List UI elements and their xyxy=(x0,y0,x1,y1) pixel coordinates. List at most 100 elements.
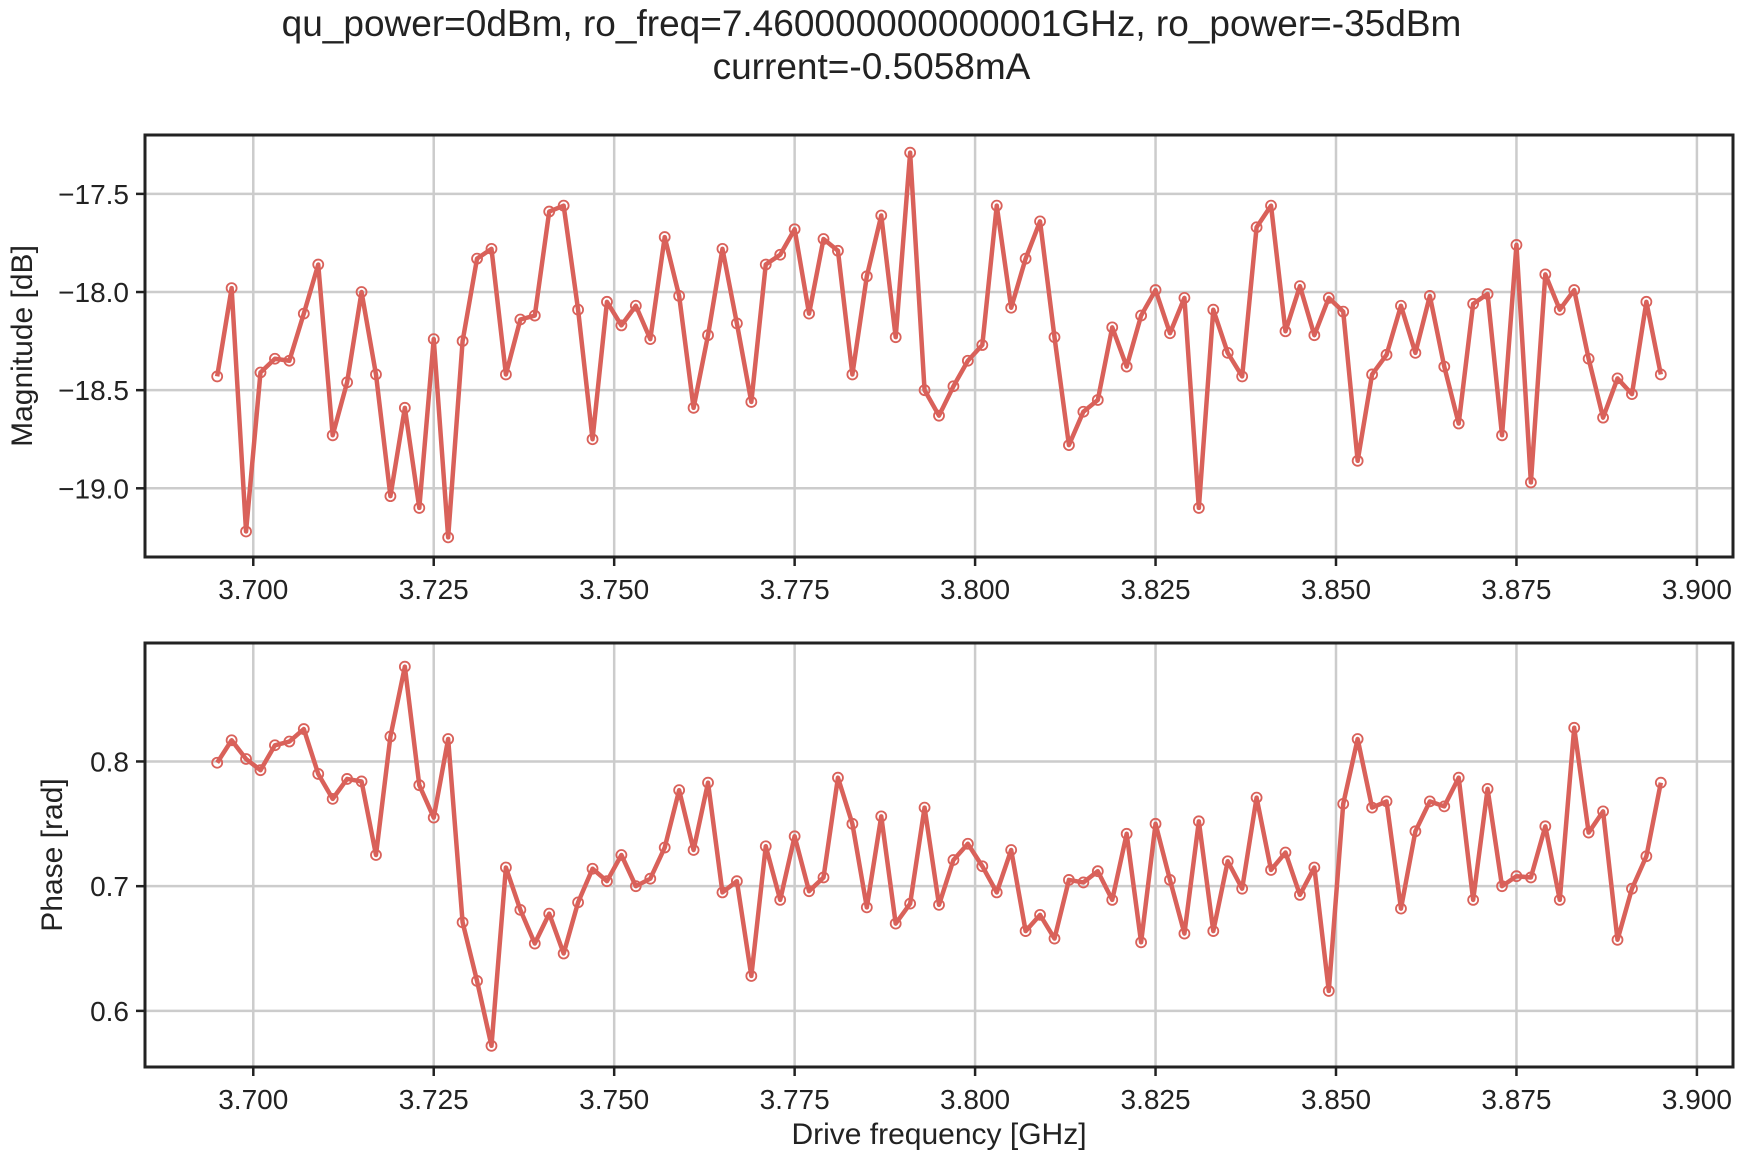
phase-data-point xyxy=(1308,861,1321,874)
magnitude-data-point xyxy=(413,502,426,514)
phase-data-point xyxy=(254,764,267,777)
magnitude-data-point xyxy=(1120,360,1133,373)
phase-data-point xyxy=(629,880,642,893)
magnitude-data-point xyxy=(673,290,686,302)
magnitude-data-point xyxy=(1654,368,1667,381)
magnitude-axes-frame xyxy=(143,133,1735,559)
phase-x-tick-label: 3.750 xyxy=(579,1084,649,1115)
phase-data-point xyxy=(456,916,469,929)
figure-title: qu_power=0dBm, ro_freq=7.460000000000001… xyxy=(0,2,1743,88)
magnitude-data-point xyxy=(1496,429,1508,442)
phase-data-point xyxy=(1063,874,1075,886)
phase-data-point xyxy=(1034,908,1046,921)
phase-data-point xyxy=(687,844,700,856)
magnitude-x-tick-label: 3.875 xyxy=(1481,574,1551,605)
magnitude-data-point xyxy=(1279,325,1292,338)
phase-data-point xyxy=(1236,882,1249,895)
phase-data-point xyxy=(615,849,628,861)
magnitude-x-tick-label: 3.775 xyxy=(760,574,830,605)
magnitude-data-point xyxy=(1106,321,1119,334)
magnitude-data-point xyxy=(759,258,772,271)
phase-data-point xyxy=(1423,795,1436,808)
magnitude-data-point xyxy=(1467,297,1480,310)
phase-x-tick-label: 3.900 xyxy=(1662,1084,1732,1115)
phase-data-point xyxy=(673,784,686,797)
magnitude-data-point xyxy=(1236,370,1249,383)
magnitude-data-point xyxy=(341,376,354,389)
phase-data-point xyxy=(1553,893,1566,906)
magnitude-data-point xyxy=(471,252,483,265)
phase-data-point xyxy=(572,896,584,909)
phase-x-axis-label: Drive frequency [GHz] xyxy=(791,1118,1086,1151)
magnitude-data-point xyxy=(225,282,238,294)
phase-data-point xyxy=(398,660,411,673)
magnitude-data-point xyxy=(1077,405,1090,418)
magnitude-data-point xyxy=(1337,305,1350,318)
phase-data-point xyxy=(1524,871,1537,884)
magnitude-data-point xyxy=(615,319,628,332)
magnitude-series-line xyxy=(214,150,1664,540)
magnitude-data-point xyxy=(1164,327,1176,340)
magnitude-data-point xyxy=(1308,329,1321,342)
magnitude-data-point xyxy=(370,368,382,381)
magnitude-data-point xyxy=(500,368,512,381)
magnitude-data-point xyxy=(1524,476,1537,489)
phase-data-point xyxy=(240,753,252,765)
magnitude-data-point xyxy=(1553,303,1566,316)
phase-data-point xyxy=(644,872,657,885)
magnitude-data-point xyxy=(601,295,613,308)
magnitude-x-tick-label: 3.900 xyxy=(1662,574,1732,605)
phase-data-point xyxy=(283,735,296,748)
magnitude-data-point xyxy=(1178,292,1191,304)
magnitude-data-point xyxy=(1395,299,1407,312)
magnitude-data-point xyxy=(514,313,527,326)
magnitude-data-point xyxy=(1481,288,1494,300)
phase-data-point xyxy=(355,775,368,788)
magnitude-data-point xyxy=(1005,301,1018,314)
magnitude-data-point xyxy=(730,317,743,330)
phase-y-axis-label: Phase [rad] xyxy=(36,778,69,931)
phase-data-point xyxy=(211,756,224,769)
phase-data-point xyxy=(803,885,815,898)
magnitude-data-point xyxy=(1221,346,1234,359)
magnitude-data-point xyxy=(1135,309,1148,322)
phase-data-point xyxy=(990,886,1003,899)
phase-data-point xyxy=(846,817,859,830)
phase-data-point xyxy=(1582,826,1595,839)
magnitude-x-tick-label: 3.700 xyxy=(218,574,288,605)
phase-data-point xyxy=(1611,933,1624,946)
phase-data-point xyxy=(1568,721,1581,734)
phase-data-point xyxy=(889,917,902,930)
phase-data-point xyxy=(269,739,281,752)
magnitude-x-tick-label: 3.825 xyxy=(1121,574,1191,605)
phase-data-point xyxy=(1337,797,1350,810)
phase-data-point xyxy=(976,860,989,873)
phase-data-point xyxy=(1380,795,1393,808)
magnitude-data-point xyxy=(557,199,570,212)
phase-panel: 3.700 3.725 3.750 3.775 3.800 3.825 3.850 3.875… xyxy=(36,641,1735,1151)
magnitude-data-point xyxy=(1568,284,1581,296)
magnitude-data-point xyxy=(586,433,599,446)
magnitude-data-point xyxy=(528,309,541,322)
magnitude-data-point xyxy=(1409,346,1422,359)
phase-y-tick-label: 0.6 xyxy=(90,996,129,1027)
phase-data-point xyxy=(1178,927,1191,940)
phase-x-tick-label: 3.775 xyxy=(760,1084,830,1115)
magnitude-data-point xyxy=(1597,411,1609,424)
phase-data-point xyxy=(1366,801,1378,814)
magnitude-data-point xyxy=(1351,454,1364,467)
magnitude-data-point xyxy=(427,333,440,346)
phase-data-point xyxy=(1149,817,1162,830)
magnitude-data-point xyxy=(1063,439,1075,452)
magnitude-data-point xyxy=(1048,331,1061,344)
magnitude-data-point xyxy=(817,233,830,245)
magnitude-data-point xyxy=(543,205,556,218)
phase-data-point xyxy=(514,903,527,916)
magnitude-data-point xyxy=(1034,215,1046,228)
phase-data-point xyxy=(961,837,974,850)
phase-data-point xyxy=(1597,805,1609,818)
phase-data-point xyxy=(1640,850,1653,863)
magnitude-data-point xyxy=(1380,348,1393,361)
magnitude-y-tick-label: −17.5 xyxy=(58,179,129,210)
magnitude-y-tick-label: −18.5 xyxy=(58,375,129,406)
